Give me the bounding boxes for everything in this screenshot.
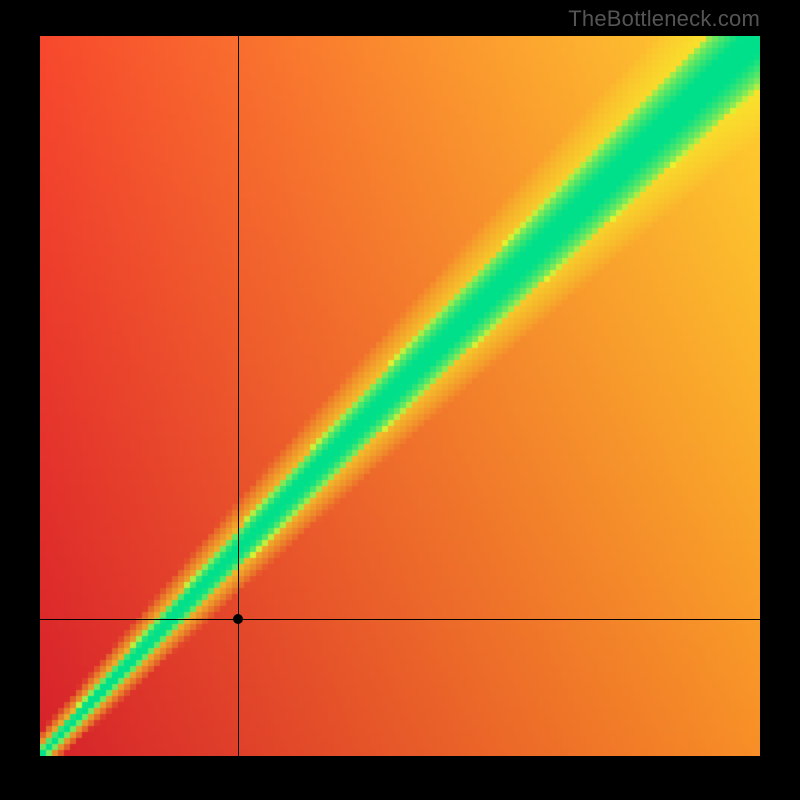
watermark-text: TheBottleneck.com <box>568 6 760 32</box>
heatmap-canvas <box>40 36 760 756</box>
crosshair-marker <box>233 614 243 624</box>
heatmap-plot <box>40 36 760 756</box>
crosshair-vertical <box>238 36 239 756</box>
crosshair-horizontal <box>40 619 760 620</box>
